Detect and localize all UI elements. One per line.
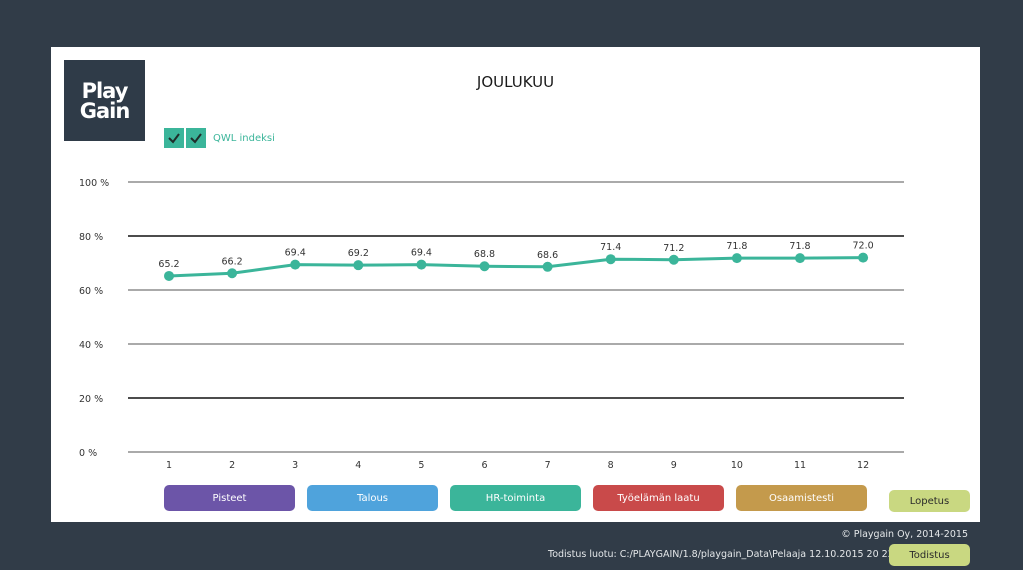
data-point [164,270,174,281]
data-label: 69.2 [348,248,369,259]
checkmark-icon [190,133,202,144]
x-tick-label: 7 [545,460,551,471]
report-panel: Play Gain JOULUKUU QWL indeksi 0 % 20 % 40… [51,47,980,522]
data-label: 69.4 [411,248,432,259]
legend-checkbox-1[interactable] [164,128,184,148]
y-tick-label: 100 % [79,178,109,189]
x-tick-label: 4 [355,460,361,471]
x-tick-label: 1 [166,460,172,471]
data-point [542,261,553,272]
data-point [858,252,869,263]
certificate-path-text: Todistus luotu: C:/PLAYGAIN/1.8/playgain… [548,549,922,560]
x-tick-label: 10 [731,460,743,471]
data-label: 66.2 [222,256,243,267]
todistus-button[interactable]: Todistus [889,544,970,566]
data-point [290,259,301,270]
x-tick-label: 2 [229,460,235,471]
hr-toiminta-button[interactable]: HR-toiminta [450,485,581,511]
logo-line-1: Play [81,78,129,103]
data-point [227,268,238,279]
y-tick-label: 60 % [79,286,103,297]
y-tick-label: 0 % [79,448,97,459]
data-point [668,254,679,265]
x-tick-label: 3 [292,460,298,471]
x-tick-label: 5 [418,460,424,471]
y-tick-label: 40 % [79,340,103,351]
playgain-logo: Play Gain [64,60,145,141]
legend-checkbox-2[interactable] [186,128,206,148]
data-point [731,253,742,264]
x-tick-label: 8 [608,460,614,471]
data-label: 68.8 [474,249,495,260]
y-tick-label: 20 % [79,394,103,405]
tyoelaman-laatu-button[interactable]: Työelämän laatu [593,485,724,511]
data-point [479,261,490,272]
series-line [168,256,864,278]
data-label: 65.2 [158,259,179,270]
data-point [416,259,427,270]
data-label: 71.8 [789,241,810,252]
data-point [605,254,616,265]
data-label: 69.4 [285,248,306,259]
chart-legend: QWL indeksi [164,128,275,148]
x-tick-label: 11 [794,460,806,471]
legend-label[interactable]: QWL indeksi [213,132,275,144]
data-label: 71.8 [726,241,747,252]
checkmark-icon [168,133,180,144]
x-tick-label: 12 [857,460,869,471]
y-tick-label: 80 % [79,232,103,243]
copyright-text: © Playgain Oy, 2014-2015 [841,529,968,540]
chart-title: JOULUKUU [476,73,555,91]
data-label: 71.4 [600,242,621,253]
talous-button[interactable]: Talous [307,485,438,511]
data-label: 68.6 [537,250,558,261]
x-tick-label: 9 [671,460,677,471]
data-point [353,260,364,271]
logo-line-2: Gain [79,98,131,123]
pisteet-button[interactable]: Pisteet [164,485,295,511]
data-point [795,253,805,264]
line-chart: 0 %20 %40 %60 %80 %100 %1 2 3 4 5 6 7 8 9 10 11 126… [79,178,904,471]
data-label: 72.0 [853,241,874,252]
lopetus-button[interactable]: Lopetus [889,490,970,512]
osaamistesti-button[interactable]: Osaamistesti [736,485,867,511]
data-label: 71.2 [663,243,684,254]
x-tick-label: 6 [481,460,487,471]
